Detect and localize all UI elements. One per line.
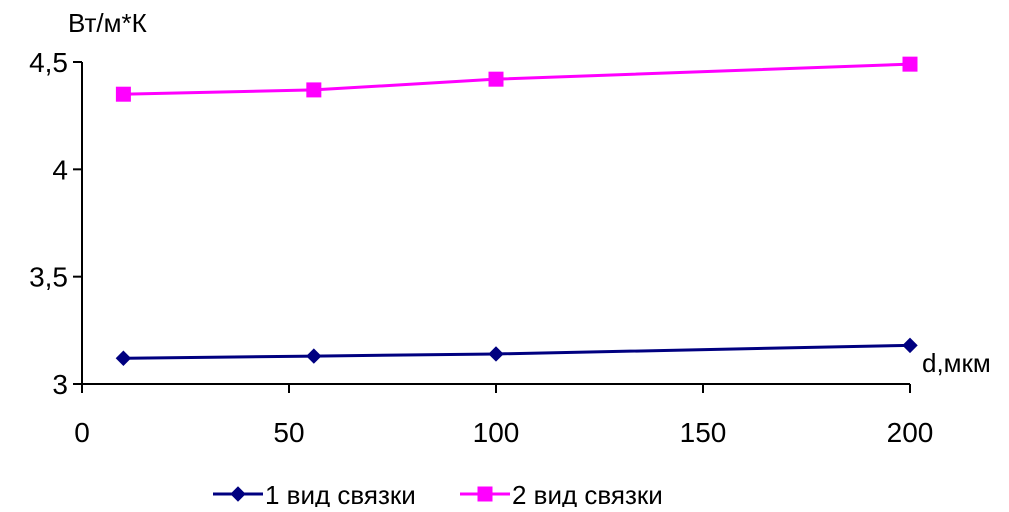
data-point (306, 82, 322, 98)
data-point (902, 56, 918, 72)
data-point (115, 350, 132, 366)
legend-marker (230, 486, 246, 502)
data-point (902, 337, 918, 354)
legend: 1 вид связки 2 вид связки (213, 480, 663, 510)
y-tick-label: 3 (52, 369, 68, 400)
x-tick-label: 100 (473, 417, 520, 448)
x-axis-title: d,мкм (922, 348, 991, 378)
legend-item: 2 вид связки (460, 480, 663, 510)
y-tick-label: 4,5 (29, 47, 68, 78)
legend-label: 1 вид связки (265, 480, 416, 507)
data-point (488, 346, 504, 362)
data-point (488, 71, 504, 87)
y-axis-title: Вт/м*К (68, 8, 147, 38)
legend-marker (477, 486, 493, 502)
y-tick-label: 3,5 (29, 262, 68, 293)
series-group (115, 56, 918, 102)
x-tick-label: 50 (273, 417, 304, 448)
x-tick-label: 0 (74, 417, 90, 448)
data-point (306, 348, 322, 364)
y-tick-label: 4 (52, 154, 68, 185)
series-group (115, 337, 918, 366)
series-layer (115, 56, 918, 366)
series-line (123, 62, 911, 96)
x-tick-label: 150 (680, 417, 727, 448)
data-point (115, 86, 131, 102)
legend-item: 1 вид связки (213, 480, 416, 510)
legend-label: 2 вид связки (512, 480, 663, 507)
x-tick-label: 200 (887, 417, 934, 448)
series-line (123, 343, 911, 360)
axes: 3 3,5 4 4,5 0 50 100 150 200 (29, 47, 933, 448)
